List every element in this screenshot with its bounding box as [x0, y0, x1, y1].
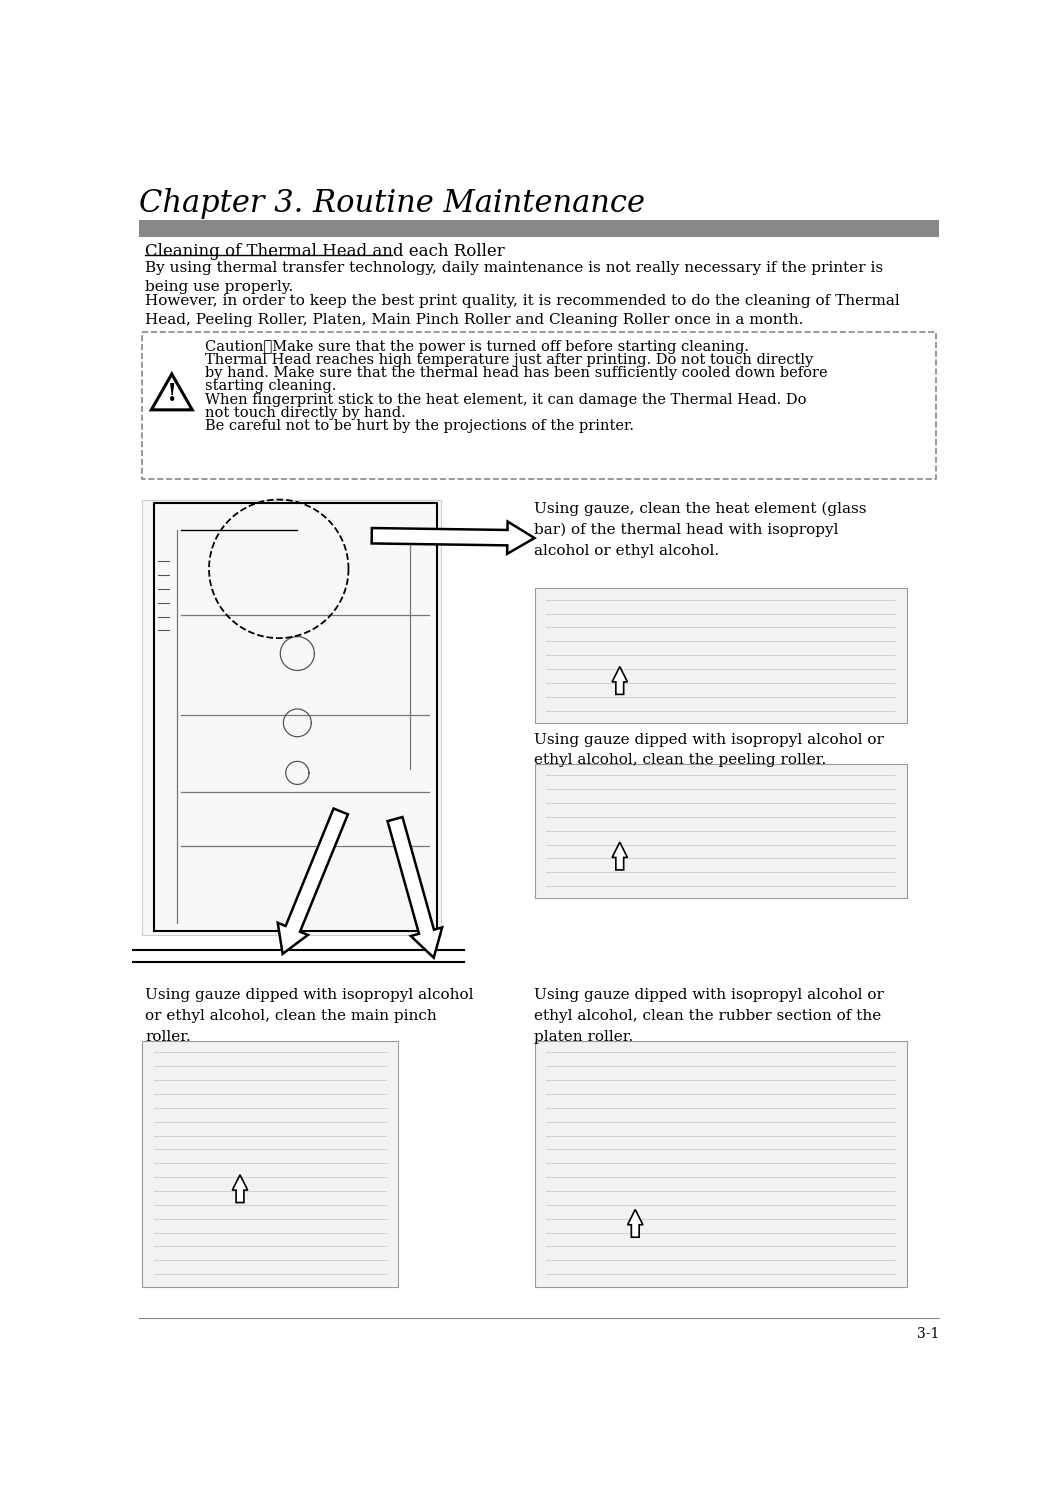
- Text: Cleaning of Thermal Head and each Roller: Cleaning of Thermal Head and each Roller: [145, 243, 505, 260]
- Text: 3-1: 3-1: [916, 1328, 939, 1341]
- Polygon shape: [232, 1174, 247, 1203]
- Polygon shape: [278, 808, 348, 954]
- Text: When fingerprint stick to the heat element, it can damage the Thermal Head. Do: When fingerprint stick to the heat eleme…: [205, 393, 807, 406]
- FancyBboxPatch shape: [534, 764, 907, 898]
- Text: However, in order to keep the best print quality, it is recommended to do the cl: However, in order to keep the best print…: [145, 294, 901, 327]
- Text: Using gauze dipped with isopropyl alcohol
or ethyl alcohol, clean the main pinch: Using gauze dipped with isopropyl alcoho…: [145, 988, 474, 1044]
- Text: Using gauze, clean the heat element (glass
bar) of the thermal head with isoprop: Using gauze, clean the heat element (gla…: [534, 503, 867, 558]
- FancyBboxPatch shape: [534, 1041, 907, 1287]
- Polygon shape: [371, 522, 534, 554]
- Text: Using gauze dipped with isopropyl alcohol or
ethyl alcohol, clean the rubber sec: Using gauze dipped with isopropyl alcoho…: [534, 988, 885, 1044]
- Polygon shape: [612, 842, 627, 870]
- Text: By using thermal transfer technology, daily maintenance is not really necessary : By using thermal transfer technology, da…: [145, 261, 884, 294]
- FancyBboxPatch shape: [139, 220, 939, 237]
- Text: !: !: [166, 382, 177, 406]
- Text: Using gauze dipped with isopropyl alcohol or
ethyl alcohol, clean the peeling ro: Using gauze dipped with isopropyl alcoho…: [534, 734, 885, 768]
- Text: Chapter 3. Routine Maintenance: Chapter 3. Routine Maintenance: [139, 188, 645, 219]
- Text: not touch directly by hand.: not touch directly by hand.: [205, 405, 406, 420]
- Polygon shape: [628, 1209, 643, 1237]
- Text: by hand. Make sure that the thermal head has been sufficiently cooled down befor: by hand. Make sure that the thermal head…: [205, 366, 828, 381]
- FancyBboxPatch shape: [142, 1041, 398, 1287]
- Polygon shape: [612, 666, 627, 694]
- Text: Thermal Head reaches high temperature just after printing. Do not touch directly: Thermal Head reaches high temperature ju…: [205, 354, 813, 368]
- FancyBboxPatch shape: [534, 588, 907, 723]
- Polygon shape: [387, 818, 442, 957]
- FancyBboxPatch shape: [142, 500, 441, 934]
- FancyBboxPatch shape: [142, 333, 936, 478]
- Text: Be careful not to be hurt by the projections of the printer.: Be careful not to be hurt by the project…: [205, 419, 634, 432]
- Text: starting cleaning.: starting cleaning.: [205, 380, 337, 393]
- Text: Caution：Make sure that the power is turned off before starting cleaning.: Caution：Make sure that the power is turn…: [205, 340, 749, 354]
